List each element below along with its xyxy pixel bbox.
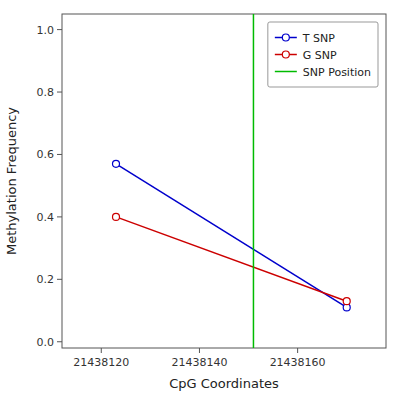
y-tick <box>57 154 62 155</box>
y-tick <box>57 29 62 30</box>
plot-frame <box>62 14 386 348</box>
legend: T SNP G SNP SNP Position <box>268 22 378 87</box>
vertical-line <box>253 14 255 348</box>
y-tick <box>57 216 62 217</box>
x-tick <box>199 348 200 353</box>
x-tick <box>297 348 298 353</box>
y-tick-label: 0.8 <box>37 86 55 99</box>
legend-item: SNP Position <box>275 66 371 79</box>
x-tick-label: 21438120 <box>73 356 129 369</box>
legend-item: T SNP <box>275 32 335 45</box>
point <box>113 213 120 220</box>
legend-box <box>268 22 378 87</box>
y-tick-label: 0.0 <box>37 336 55 349</box>
legend-swatch <box>275 71 297 73</box>
y-tick <box>57 341 62 342</box>
legend-label: G SNP <box>303 49 337 62</box>
point <box>113 160 120 167</box>
legend-marker <box>282 34 289 41</box>
series-line <box>116 164 347 308</box>
x-tick-label: 21438160 <box>270 356 326 369</box>
y-axis-label: Methylation Frequency <box>4 107 19 255</box>
x-tick-label: 21438140 <box>171 356 227 369</box>
legend-item: G SNP <box>275 49 337 62</box>
y-tick <box>57 279 62 280</box>
legend-label: SNP Position <box>303 66 371 79</box>
y-tick <box>57 92 62 93</box>
series-line <box>116 217 347 301</box>
legend-label: T SNP <box>302 32 335 45</box>
y-tick-label: 0.2 <box>37 273 55 286</box>
y-tick-label: 0.6 <box>37 148 55 161</box>
chart: 0.0 0.2 0.4 0.6 0.8 1.0 21438120 21438140 214381… <box>0 0 400 400</box>
y-tick-label: 1.0 <box>37 24 55 37</box>
point <box>343 298 350 305</box>
legend-marker <box>282 51 289 58</box>
x-tick <box>101 348 102 353</box>
plot-area <box>62 14 386 348</box>
x-axis-label: CpG Coordinates <box>169 376 279 391</box>
y-tick-label: 0.4 <box>37 211 55 224</box>
